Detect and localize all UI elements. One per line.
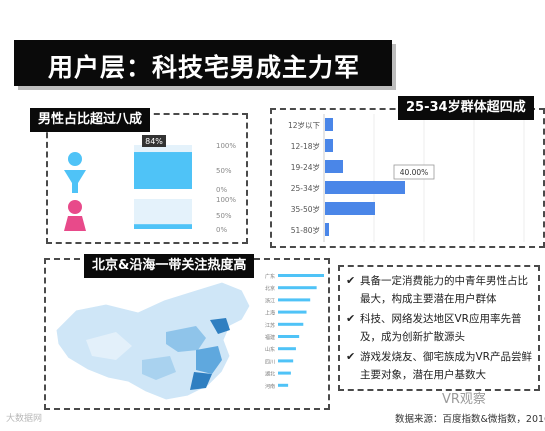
region-bar bbox=[278, 359, 294, 363]
region-bar bbox=[278, 298, 311, 302]
gender-tick-label: 100% bbox=[216, 196, 236, 204]
female-person-icon bbox=[64, 200, 86, 231]
age-category-label: 51-80岁 bbox=[291, 225, 320, 235]
bullet-text: 具备一定消费能力的中青年男性占比最大，构成主要潜在用户群体 bbox=[360, 275, 528, 305]
region-label: 广东 bbox=[265, 273, 275, 280]
region-label: 山东 bbox=[265, 346, 275, 353]
age-bar bbox=[325, 202, 375, 215]
data-source: 数据来源：百度指数&微指数，2016.3 bbox=[395, 414, 545, 425]
gender-bar-bg bbox=[134, 199, 192, 229]
bullet-text: 游戏发烧友、御宅族成为VR产品尝鲜主要对象，潜在用户基数大 bbox=[360, 351, 532, 381]
age-category-label: 25-34岁 bbox=[291, 183, 320, 193]
age-chart: 12岁以下 12-18岁 19-24岁 25-34岁 35-50岁 51-80岁 40.0… bbox=[288, 114, 525, 242]
region-label: 江苏 bbox=[265, 322, 275, 329]
male-person-icon bbox=[64, 152, 86, 193]
age-category-label: 35-50岁 bbox=[291, 204, 320, 214]
gender-chart: 84% 100% 50% 0% 100% 50% 0% bbox=[64, 135, 236, 234]
region-panel-label: 北京&沿海一带关注热度高 bbox=[84, 254, 255, 278]
watermark-left: 大数据网 bbox=[6, 414, 43, 424]
check-icon: ✔ bbox=[346, 274, 356, 287]
age-category-label: 12-18岁 bbox=[291, 141, 320, 151]
summary-panel bbox=[338, 265, 540, 391]
title-bar: 用户层：科技宅男成主力军 bbox=[14, 40, 392, 86]
bullet-item: ✔ 具备一定消费能力的中青年男性占比最大，构成主要潜在用户群体 bbox=[346, 272, 536, 308]
region-bar bbox=[278, 310, 307, 314]
region-bar bbox=[278, 383, 289, 387]
china-heat-map bbox=[55, 281, 251, 401]
region-label: 湖北 bbox=[265, 371, 275, 378]
region-label: 上海 bbox=[265, 310, 275, 317]
bullet-item: ✔ 游戏发烧友、御宅族成为VR产品尝鲜主要对象，潜在用户基数大 bbox=[346, 348, 536, 384]
gender-tick-label: 50% bbox=[216, 212, 232, 220]
age-bar bbox=[325, 160, 343, 173]
summary-bullets: ✔ 具备一定消费能力的中青年男性占比最大，构成主要潜在用户群体 ✔ 科技、网络发… bbox=[346, 272, 536, 386]
gender-tick-label: 0% bbox=[216, 226, 227, 234]
region-label: 福建 bbox=[265, 334, 275, 341]
region-bar bbox=[278, 322, 304, 326]
region-label: 北京 bbox=[265, 285, 275, 292]
region-bar bbox=[278, 347, 296, 351]
age-category-label: 19-24岁 bbox=[291, 162, 320, 172]
check-icon: ✔ bbox=[346, 350, 356, 363]
region-label: 河南 bbox=[265, 383, 275, 390]
region-bar bbox=[278, 274, 324, 277]
gender-panel-label: 男性占比超过八成 bbox=[30, 108, 151, 132]
age-bar bbox=[325, 118, 333, 131]
region-label: 四川 bbox=[265, 359, 275, 365]
gender-tick-label: 50% bbox=[216, 167, 232, 175]
bullet-text: 科技、网络发达地区VR应用率先普及，成为创新扩散源头 bbox=[360, 313, 522, 343]
watermark-right: VR观察 bbox=[442, 392, 486, 407]
gender-bar bbox=[134, 224, 192, 229]
gender-tick-label: 0% bbox=[216, 186, 227, 194]
region-bar bbox=[278, 335, 300, 338]
gender-bar bbox=[134, 152, 192, 189]
region-bar bbox=[278, 371, 291, 375]
check-icon: ✔ bbox=[346, 312, 356, 325]
age-category-label: 12岁以下 bbox=[288, 120, 321, 130]
gender-tick-label: 100% bbox=[216, 142, 236, 150]
bullet-item: ✔ 科技、网络发达地区VR应用率先普及，成为创新扩散源头 bbox=[346, 310, 536, 346]
svg-text:40.00%: 40.00% bbox=[400, 168, 429, 177]
age-tooltip: 40.00% bbox=[393, 164, 435, 180]
gender-data-label-bg bbox=[142, 135, 166, 147]
page-title: 用户层：科技宅男成主力军 bbox=[48, 53, 361, 82]
age-panel-label: 25-34岁群体超四成 bbox=[398, 96, 534, 120]
region-label: 浙江 bbox=[265, 297, 275, 304]
age-bar bbox=[325, 139, 333, 152]
region-bar bbox=[278, 286, 317, 290]
age-bar bbox=[325, 223, 329, 236]
age-bar bbox=[325, 181, 405, 194]
gender-data-label: 84% bbox=[145, 137, 163, 146]
